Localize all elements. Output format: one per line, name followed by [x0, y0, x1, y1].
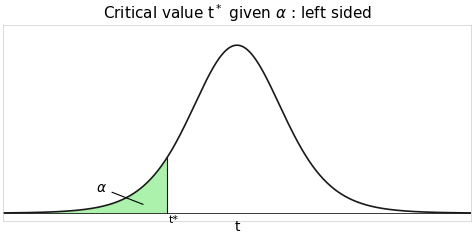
Text: t: t	[234, 220, 240, 234]
Text: $\alpha$: $\alpha$	[96, 181, 143, 204]
Title: Critical value t$^*$ given $\alpha$ : left sided: Critical value t$^*$ given $\alpha$ : le…	[102, 3, 372, 24]
Text: t*: t*	[169, 215, 179, 225]
